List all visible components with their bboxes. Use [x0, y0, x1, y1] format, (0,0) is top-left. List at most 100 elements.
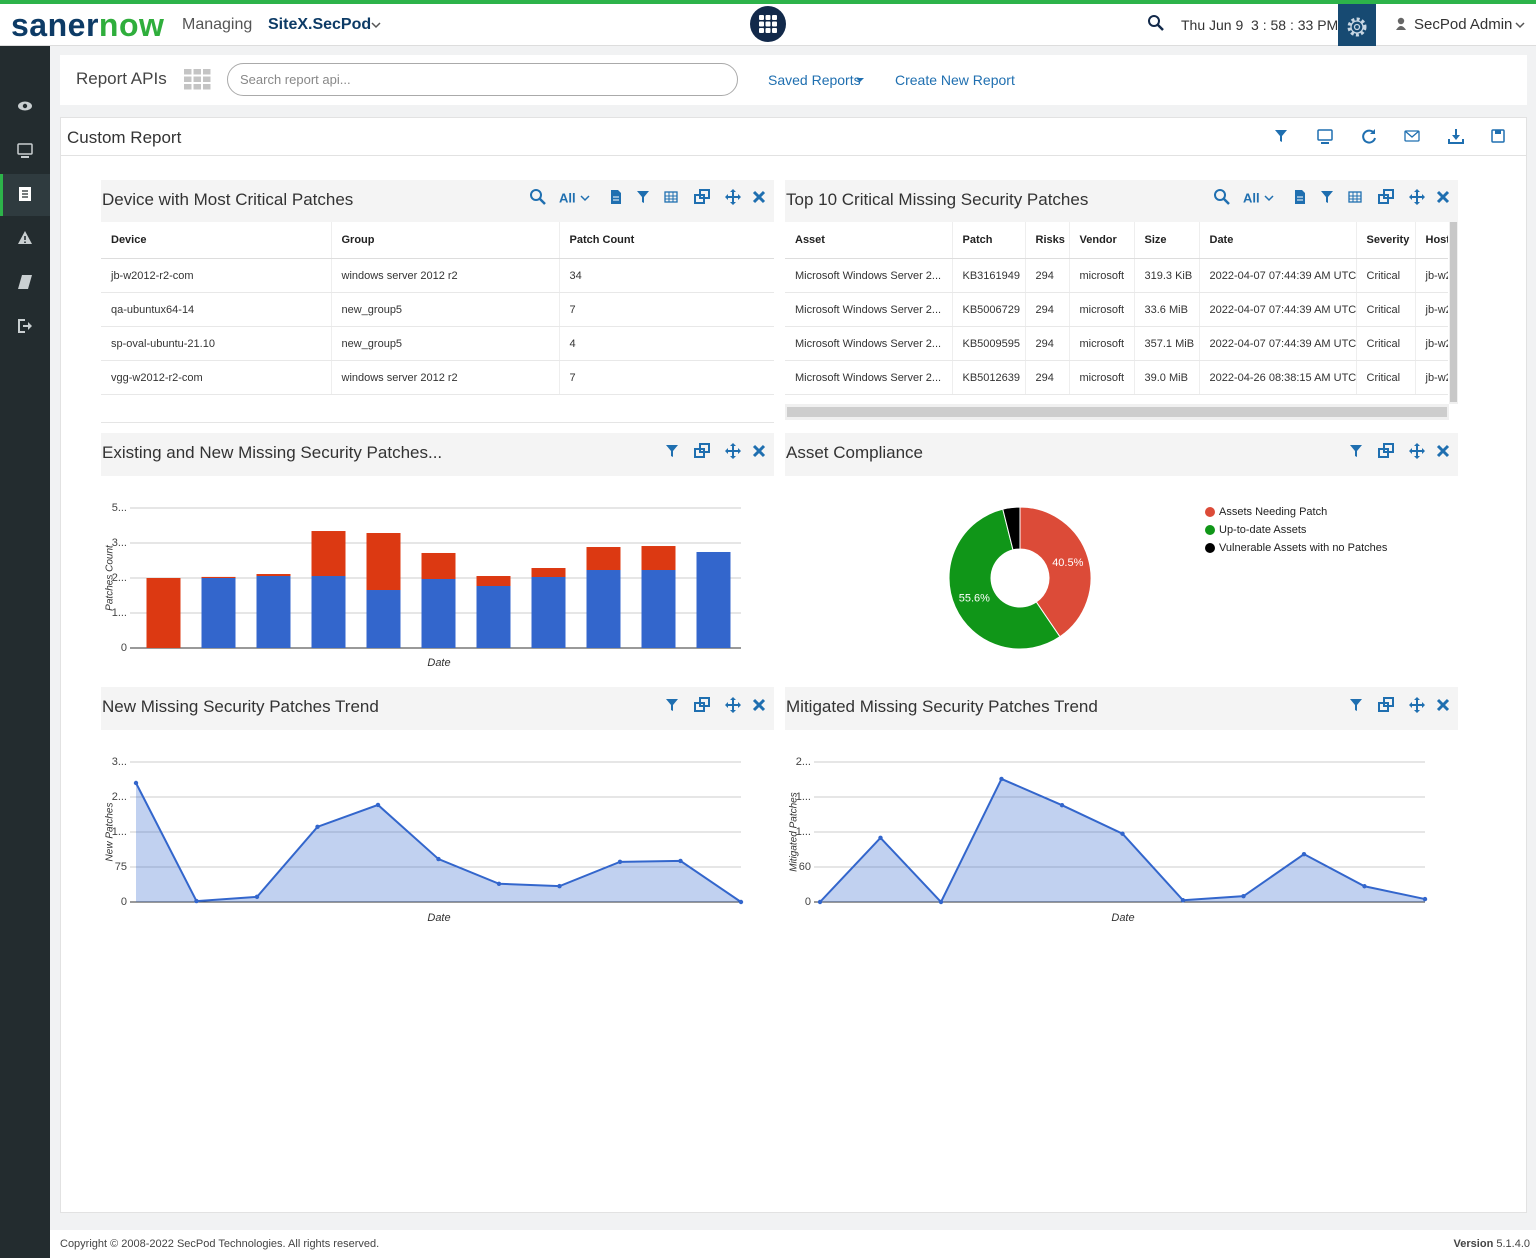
table-cell: Critical [1356, 293, 1415, 327]
table-cell: windows server 2012 r2 [331, 259, 559, 293]
scroll-thumb[interactable] [787, 407, 1447, 417]
version: Version 5.1.4.0 [1454, 1238, 1530, 1250]
table-row: Microsoft Windows Server 2...KB501263929… [785, 361, 1448, 395]
scrollbar-horizontal[interactable] [785, 404, 1449, 420]
datetime: Thu Jun 9 3 : 58 : 33 PM [1181, 17, 1338, 33]
widget: Top 10 Critical Missing Security Patches… [785, 180, 1458, 422]
table-row: vgg-w2012-r2-comwindows server 2012 r27 [101, 361, 774, 395]
table-cell: 294 [1025, 293, 1069, 327]
table-cell: 7 [559, 293, 774, 327]
table-cell: jb-w2 [1415, 259, 1448, 293]
column-header: Severity [1356, 222, 1415, 259]
table-row: Microsoft Windows Server 2...KB316194929… [785, 259, 1448, 293]
report-header [61, 118, 1526, 156]
widget-title: Device with Most Critical Patches [102, 190, 353, 210]
table-cell: Microsoft Windows Server 2... [785, 361, 952, 395]
copyright: Copyright © 2008-2022 SecPod Technologie… [60, 1238, 379, 1250]
table-cell: microsoft [1069, 259, 1134, 293]
table-cell: KB5009595 [952, 327, 1025, 361]
managing-label: Managing [182, 16, 252, 34]
widget-title: Asset Compliance [786, 443, 923, 463]
create-report[interactable]: Create New Report [895, 72, 1015, 88]
table-cell: 7 [559, 361, 774, 395]
sidebar-active[interactable] [0, 174, 50, 216]
widget: Mitigated Missing Security Patches Trend [785, 687, 1458, 930]
table-cell: 4 [559, 327, 774, 361]
widget: Device with Most Critical Patches Device… [101, 180, 774, 423]
table-cell: vgg-w2012-r2-com [101, 361, 331, 395]
widget-title: New Missing Security Patches Trend [102, 697, 379, 717]
table-cell: qa-ubuntux64-14 [101, 293, 331, 327]
table-cell: 34 [559, 259, 774, 293]
logo-part: saner [11, 7, 99, 43]
table-cell: Critical [1356, 361, 1415, 395]
table-cell: 294 [1025, 361, 1069, 395]
table-cell: KB3161949 [952, 259, 1025, 293]
sidebar [0, 46, 50, 1258]
table-cell: new_group5 [331, 327, 559, 361]
table-row: qa-ubuntux64-14new_group57 [101, 293, 774, 327]
table-cell: Microsoft Windows Server 2... [785, 259, 952, 293]
table-head: DeviceGroupPatch Count [101, 222, 774, 259]
widget-header: Asset Compliance [785, 433, 1458, 476]
widget: Asset Compliance [785, 433, 1458, 675]
report-title: Custom Report [67, 128, 181, 148]
table-body: jb-w2012-r2-comwindows server 2012 r234q… [101, 259, 774, 395]
widget: Existing and New Missing Security Patche… [101, 433, 774, 675]
table-row: jb-w2012-r2-comwindows server 2012 r234 [101, 259, 774, 293]
top-bar: sanernow Managing SiteX.SecPod Thu Jun 9… [0, 0, 1536, 46]
table-cell: jb-w2 [1415, 327, 1448, 361]
search-placeholder: Search report api... [240, 72, 351, 87]
footer: Copyright © 2008-2022 SecPod Technologie… [50, 1230, 1536, 1258]
column-header: Device [101, 222, 331, 259]
version-number: 5.1.4.0 [1496, 1238, 1530, 1250]
table-cell: 2022-04-26 08:38:15 AM UTC [1199, 361, 1356, 395]
table-cell: 33.6 MiB [1134, 293, 1199, 327]
table-cell: jb-w2012-r2-com [101, 259, 331, 293]
widget-header: Top 10 Critical Missing Security Patches [785, 180, 1458, 222]
site-selector[interactable]: SiteX.SecPod [268, 16, 371, 34]
version-label: Version [1454, 1238, 1494, 1250]
column-header: Size [1134, 222, 1199, 259]
widget-header: New Missing Security Patches Trend [101, 687, 774, 730]
column-header: Risks [1025, 222, 1069, 259]
table-cell: new_group5 [331, 293, 559, 327]
table-cell: Microsoft Windows Server 2... [785, 293, 952, 327]
table-cell: Critical [1356, 327, 1415, 361]
settings-button[interactable] [1338, 4, 1376, 46]
table-cell: 294 [1025, 327, 1069, 361]
widget: New Missing Security Patches Trend [101, 687, 774, 930]
table-container: DeviceGroupPatch Countjb-w2012-r2-comwin… [101, 222, 774, 402]
table-cell: 39.0 MiB [1134, 361, 1199, 395]
widget-title: Top 10 Critical Missing Security Patches [786, 190, 1088, 210]
table-cell: sp-oval-ubuntu-21.10 [101, 327, 331, 361]
search-input[interactable]: Search report api... [227, 63, 738, 96]
table-cell: microsoft [1069, 361, 1134, 395]
widget-title: Existing and New Missing Security Patche… [102, 443, 442, 463]
table-cell: microsoft [1069, 327, 1134, 361]
data-table: DeviceGroupPatch Countjb-w2012-r2-comwin… [101, 222, 774, 395]
table-cell: 2022-04-07 07:44:39 AM UTC [1199, 327, 1356, 361]
table-cell: 294 [1025, 259, 1069, 293]
table-cell: jb-w2 [1415, 293, 1448, 327]
table-cell: 2022-04-07 07:44:39 AM UTC [1199, 259, 1356, 293]
column-header: Group [331, 222, 559, 259]
table-body: Microsoft Windows Server 2...KB316194929… [785, 259, 1448, 395]
logo[interactable]: sanernow [11, 7, 164, 44]
user-menu[interactable]: SecPod Admin [1414, 16, 1512, 33]
table-container: AssetPatchRisksVendorSizeDateSeverityHos… [785, 222, 1448, 404]
column-header: Asset [785, 222, 952, 259]
column-header: Date [1199, 222, 1356, 259]
saved-reports[interactable]: Saved Reports [768, 72, 861, 88]
scroll-thumb[interactable] [1450, 222, 1457, 402]
table-row: Microsoft Windows Server 2...KB500672929… [785, 293, 1448, 327]
toolbar-title: Report APIs [76, 69, 167, 89]
widget-header: Existing and New Missing Security Patche… [101, 433, 774, 476]
table-cell: KB5012639 [952, 361, 1025, 395]
header-row: AssetPatchRisksVendorSizeDateSeverityHos… [785, 222, 1448, 259]
logo-part: now [99, 7, 164, 43]
table-cell: KB5006729 [952, 293, 1025, 327]
scrollbar-vertical[interactable] [1449, 222, 1458, 404]
column-header: Host [1415, 222, 1448, 259]
